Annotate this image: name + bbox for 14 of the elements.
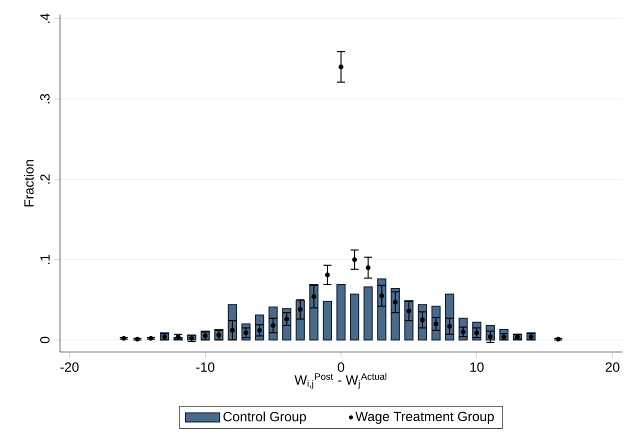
legend-label: Wage Treatment Group [355, 412, 494, 424]
x-tick-label: 0 [338, 362, 344, 372]
x-tick-label: -10 [196, 362, 214, 372]
x-tick-label: 20 [606, 362, 620, 372]
y-axis-title: Fraction [24, 160, 34, 206]
y-tick-label: 0 [40, 336, 50, 344]
y-tick-label: .3 [40, 94, 50, 104]
x-tick-label: 10 [470, 362, 484, 372]
x-tick-label: -20 [60, 362, 79, 372]
legend-label: Control Group [223, 412, 306, 424]
y-tick-label: .1 [40, 254, 50, 264]
y-tick-label: .2 [40, 174, 50, 184]
x-axis-title: W$_{i,j}$$^{Post}$ - W$_{j}$Actual [294, 373, 386, 389]
y-tick-label: .4 [40, 14, 50, 24]
